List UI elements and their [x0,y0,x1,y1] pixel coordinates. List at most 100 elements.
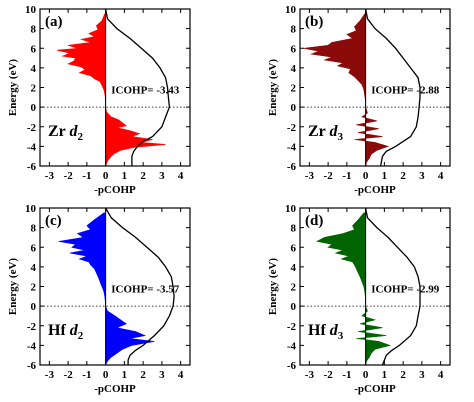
panel-b-species-label: Zr d3 [308,123,343,143]
panel-b-ylabel: Energy (eV) [267,59,279,116]
panel-c-ytick-label: 10 [25,203,37,215]
panel-c-ytick-label: -6 [27,360,37,372]
panel-b-ytick-label: 0 [291,102,297,114]
panel-b-ytick-label: -4 [287,141,297,153]
panel-a-xtick-label: -2 [64,170,74,182]
panel-a-ytick-label: -2 [27,122,37,134]
panel-a-xtick-label: 2 [140,170,146,182]
panel-a-ytick-label: 6 [31,43,37,55]
panel-c-icohp-curve [105,207,175,365]
panel-c-ytick-label: 4 [31,262,37,274]
panel-d-xtick-label: -1 [342,369,351,381]
panel-b-pcohp-area [303,13,390,167]
panel-d-ytick-label: 8 [291,223,297,235]
panel-c-xtick-label: 1 [122,369,128,381]
panel-c-ytick-label: 2 [31,282,37,294]
panel-d-ytick-label: 6 [291,242,297,254]
panel-d-xtick-label: 1 [382,369,388,381]
panel-a-letter: (a) [45,14,63,30]
panel-c-xlabel: -pCOHP [94,383,136,395]
panel-b-xtick-label: 1 [382,170,388,182]
panel-c-ytick-label: 8 [31,223,37,235]
panel-d-xtick-label: 4 [438,369,444,381]
panel-d-ytick-label: 0 [291,301,297,313]
panel-d-ytick-label: 2 [291,282,297,294]
panel-c-xtick-label: 0 [103,369,109,381]
panel-b-xtick-label: 0 [363,170,369,182]
panel-b-xtick-label: -2 [324,170,334,182]
panel-c-pcohp-area [58,212,155,366]
panel-a-xtick-label: 3 [159,170,165,182]
panel-c-xtick-label: 2 [140,369,146,381]
panel-b-letter: (b) [305,14,323,30]
panel-d-xtick-label: 0 [363,369,369,381]
panel-b-xtick-label: 2 [400,170,406,182]
panel-a-ytick-label: -6 [27,161,37,173]
panel-c-letter: (c) [45,213,62,229]
panel-b-ytick-label: 10 [285,4,297,16]
panel-b-xtick-label: -3 [305,170,315,182]
panel-b-xtick-label: 4 [438,170,444,182]
panel-a-xlabel: -pCOHP [94,184,136,196]
panel-c-ytick-label: -2 [27,321,37,333]
panel-c-ylabel: Energy (eV) [7,258,19,315]
panel-b-ytick-label: 8 [291,24,297,36]
panel-b-ytick-label: -6 [287,161,297,173]
panel-d-icohp-label: ICOHP= -2.99 [371,283,439,295]
panel-d-ytick-label: -4 [287,340,297,352]
panel-b-xtick-label: 3 [419,170,425,182]
panel-d-icohp-curve [364,207,421,366]
panel-c-xtick-label: -3 [45,369,55,381]
panel-a-xtick-label: 1 [122,170,128,182]
panel-b-icohp-curve [364,8,421,167]
panel-d-ytick-label: -2 [287,321,297,333]
panel-c-xtick-label: 4 [178,369,184,381]
panel-b-ytick-label: 2 [291,83,297,95]
panel-c-species-label: Hf d2 [48,322,84,342]
panel-c-icohp-label: ICOHP= -3.57 [111,283,179,295]
panel-a-icohp-label: ICOHP= -3.43 [111,84,179,96]
panel-d-xlabel: -pCOHP [354,383,396,395]
panel-b-xtick-label: -1 [342,170,351,182]
panel-a-ytick-label: 2 [31,83,37,95]
panel-d-ylabel: Energy (eV) [267,258,279,315]
panel-d-species-label: Hf d3 [308,322,344,342]
panel-d-letter: (d) [305,213,323,229]
panel-c-ytick-label: 6 [31,242,37,254]
panel-a-xtick-label: -3 [45,170,55,182]
panel-a-xtick-label: -1 [82,170,91,182]
panel-a-ytick-label: 4 [31,63,37,75]
panel-a-ytick-label: 10 [25,4,37,16]
panel-d-ytick-label: -6 [287,360,297,372]
panel-a-xtick-label: 0 [103,170,109,182]
panel-d-ytick-label: 4 [291,262,297,274]
panel-b-icohp-label: ICOHP= -2.88 [371,84,439,96]
panel-d-pcohp-area [316,212,392,366]
panel-b-ytick-label: -2 [287,122,297,134]
panel-b-ytick-label: 6 [291,43,297,55]
panel-b-ytick-label: 4 [291,63,297,75]
panel-a-ylabel: Energy (eV) [7,59,19,116]
panel-b-xlabel: -pCOHP [354,184,396,196]
panel-d-xtick-label: -3 [305,369,315,381]
panel-d-xtick-label: -2 [324,369,334,381]
panel-a-ytick-label: -4 [27,141,37,153]
panel-c-ytick-label: -4 [27,340,37,352]
panel-d-xtick-label: 2 [400,369,406,381]
panel-c-ytick-label: 0 [31,301,37,313]
panel-a-pcohp-area [56,13,166,167]
panel-c-xtick-label: -1 [82,369,91,381]
panel-c-xtick-label: -2 [64,369,74,381]
panel-a-ytick-label: 0 [31,102,37,114]
panel-a-xtick-label: 4 [178,170,184,182]
panel-d-ytick-label: 10 [285,203,297,215]
panel-a-species-label: Zr d2 [48,123,83,143]
panel-c-xtick-label: 3 [159,369,165,381]
panel-a-icohp-curve [104,8,171,166]
panel-a-ytick-label: 8 [31,24,37,36]
